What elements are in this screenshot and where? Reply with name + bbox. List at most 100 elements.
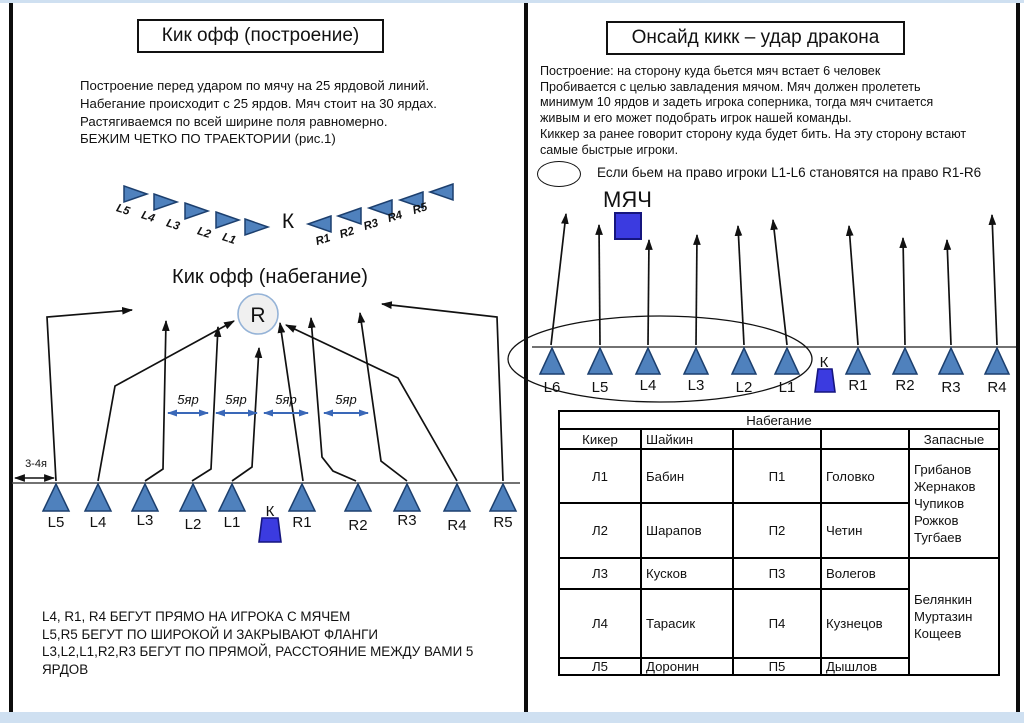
name-cell: Шарапов <box>640 502 734 559</box>
table-title-cell: Набегание <box>557 410 1001 430</box>
line-label-L2: L2 <box>185 516 202 533</box>
line-labels: L6 L5 L4 L3 L2 L1 R1 R2 R3 R4 <box>544 377 1007 396</box>
line-triangles <box>538 346 1011 375</box>
line-triangle-R3 <box>392 482 422 512</box>
table-row: Л1 Бабин П1 Головко Грибанов Жернаков Чу… <box>558 448 1001 559</box>
player-triangle-L5 <box>123 184 150 204</box>
line-label-L4: L4 <box>90 514 107 531</box>
pos-cell: Л1 <box>558 448 642 504</box>
right-border-line <box>1016 3 1020 712</box>
pos-cell: Л5 <box>558 657 642 676</box>
run-arrow-L6 <box>550 212 569 346</box>
line-label-R2: R2 <box>348 517 367 534</box>
name-cell: Четин <box>820 502 910 559</box>
distance-labels: 5яр 5яр 5яр 5яр <box>177 392 356 407</box>
top-accent-strip <box>0 0 1024 3</box>
reserve-name: Жернаков <box>914 479 976 494</box>
line-triangle-L1 <box>773 346 801 375</box>
left-intro-line: БЕЖИМ ЧЕТКО ПО ТРАЕКТОРИИ (рис.1) <box>80 131 336 147</box>
left-border-line <box>9 3 13 712</box>
name-cell: Волегов <box>820 557 910 590</box>
line-label-R3: R3 <box>941 379 960 396</box>
formation-label-R3: R3 <box>362 217 380 233</box>
reserve-name: Белянкин <box>914 592 973 607</box>
run-arrow-R2 <box>899 236 908 346</box>
bottom-accent-strip <box>0 712 1024 723</box>
line-triangle-R4 <box>983 346 1011 375</box>
player-triangle-R2 <box>335 206 362 226</box>
pos-cell: П5 <box>732 657 822 676</box>
kicker-label: К <box>266 503 275 520</box>
left-intro-paragraph: Построение перед ударом по мячу на 25 яр… <box>80 77 437 148</box>
name-cell: Тарасик <box>640 588 734 659</box>
left-panel-subtitle: Кик офф (набегание) <box>172 266 368 288</box>
table-row: Л3 Кусков П3 Волегов Белянкин Муртазин К… <box>558 557 1001 676</box>
pos-cell: П3 <box>732 557 822 590</box>
line-label-L5: L5 <box>592 379 609 396</box>
line-label-R3: R3 <box>397 512 416 529</box>
name-cell: Бабин <box>640 448 734 504</box>
callout-ellipse <box>537 161 581 187</box>
run-path-R5 <box>380 301 504 482</box>
player-triangle-R5 <box>427 182 454 202</box>
line-triangle-L4 <box>634 346 662 375</box>
player-triangle-R3 <box>366 198 393 218</box>
left-panel-title: Кик офф (построение) <box>137 19 384 53</box>
distance-label-3: 5яр <box>275 392 296 407</box>
left-intro-line: Построение перед ударом по мячу на 25 яр… <box>80 78 430 93</box>
returner-circle <box>237 293 279 335</box>
kicker-marker <box>258 517 282 543</box>
line-label-R1: R1 <box>292 514 311 531</box>
reserve-name: Рожков <box>914 513 959 528</box>
line-label-L2: L2 <box>736 379 753 396</box>
ball-label: МЯЧ <box>603 187 652 212</box>
left-note-line: L4, R1, R4 БЕГУТ ПРЯМО НА ИГРОКА С МЯЧЕМ <box>42 609 351 624</box>
left-title-text: Кик офф (построение) <box>161 25 360 46</box>
line-labels: L5 L4 L3 L2 L1 R1 R2 R3 R4 R5 <box>48 512 513 534</box>
table-title-row: Набегание <box>557 410 1001 430</box>
formation-labels: L5 L4 L3 L2 L1 R1 R2 R3 R4 R5 <box>115 201 430 248</box>
sideline-gap-label: 3-4я <box>25 458 47 470</box>
kicker-header-cell: Кикер <box>558 428 642 450</box>
player-triangle-R4 <box>397 190 424 210</box>
right-intro-line: минимум 10 ярдов и задеть игрока соперни… <box>540 95 934 110</box>
returner-label: R <box>250 304 265 327</box>
pos-cell: П4 <box>732 588 822 659</box>
distance-label-2: 5яр <box>225 392 246 407</box>
table-header-row: Кикер Шайкин Запасные <box>558 428 1001 450</box>
player-triangle-L3 <box>184 201 211 221</box>
kicker-name-cell: Шайкин <box>640 428 734 450</box>
name-cell: Головко <box>820 448 910 504</box>
kicker-label: К <box>820 354 829 371</box>
empty-header-cell <box>820 428 910 450</box>
name-cell: Дышлов <box>820 657 910 676</box>
run-arrow-R4 <box>988 213 998 346</box>
line-label-L4: L4 <box>640 377 657 394</box>
line-label-R5: R5 <box>493 514 512 531</box>
right-intro-line: Построение: на сторону куда бьется мяч в… <box>540 64 881 78</box>
line-triangle-R4 <box>442 482 472 512</box>
reserves-cell-top: Грибанов Жернаков Чупиков Рожков Тугбаев <box>907 448 1001 559</box>
formation-label-L3: L3 <box>165 217 182 233</box>
formation-label-L2: L2 <box>196 225 213 241</box>
player-triangle-L1 <box>244 217 271 237</box>
run-arrows <box>550 212 998 346</box>
kicker-marker <box>814 368 836 393</box>
kickoff-coverage-diagram: R 5яр 5яр 5яр 5яр 3-4я L5 L4 L3 L2 L1 R1… <box>12 293 520 543</box>
reserve-name: Чупиков <box>914 496 965 511</box>
player-triangle-R1 <box>305 214 332 234</box>
line-triangle-R2 <box>891 346 919 375</box>
run-arrow-L5 <box>595 223 603 346</box>
name-cell: Кузнецов <box>820 588 910 659</box>
line-label-L3: L3 <box>688 377 705 394</box>
left-intro-line: Растягиваемся по всей ширине поля равном… <box>80 113 388 129</box>
formation-label-R4: R4 <box>386 209 404 225</box>
run-arrow-L2 <box>734 224 745 346</box>
pos-cell: Л4 <box>558 588 642 659</box>
onside-kick-diagram: L6 L5 L4 L3 L2 L1 R1 R2 R3 R4 К <box>507 212 1016 403</box>
left-note-line: L5,R5 БЕГУТ ПО ШИРОКОЙ И ЗАКРЫВАЮТ ФЛАНГ… <box>42 626 378 642</box>
name-cell: Кусков <box>640 557 734 590</box>
reserves-header-cell: Запасные <box>907 428 1001 450</box>
ball-marker <box>614 212 642 240</box>
player-triangle-L4 <box>153 192 180 212</box>
